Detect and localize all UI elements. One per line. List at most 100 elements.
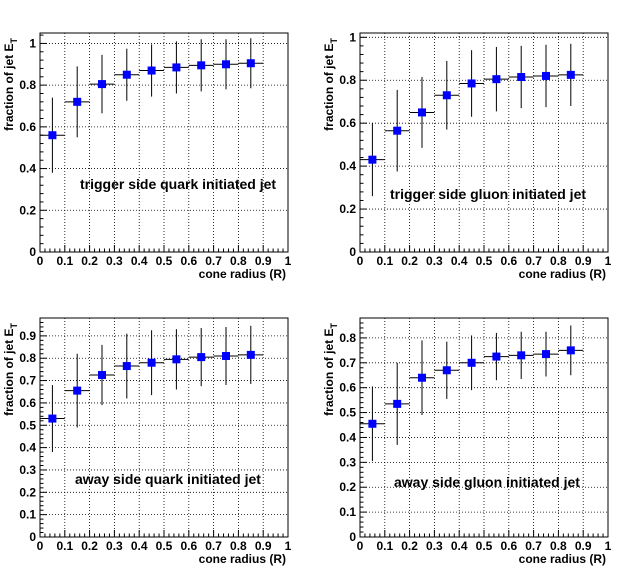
- x-tick-label: 0.9: [575, 254, 592, 268]
- y-tick-label: 0.4: [339, 430, 356, 444]
- y-tick-label: 0.4: [19, 441, 36, 455]
- y-tick-label: 0: [29, 530, 36, 544]
- y-axis-title-main: fraction of jet E: [2, 44, 16, 131]
- x-axis-title: cone radius (R): [199, 552, 286, 566]
- x-tick-label: 0.2: [81, 539, 98, 553]
- chart-annotation: trigger side quark initiated jet: [80, 176, 276, 192]
- x-tick-label: 0.3: [106, 539, 123, 553]
- y-tick-label: 0.9: [19, 329, 36, 343]
- x-axis-title: cone radius (R): [519, 267, 606, 281]
- y-tick-label: 0.4: [19, 162, 36, 176]
- y-tick-label: 0.7: [19, 374, 36, 388]
- y-tick-label: 0.2: [19, 203, 36, 217]
- data-point: [517, 73, 526, 82]
- x-tick-label: 1: [285, 539, 292, 553]
- x-axis-title: cone radius (R): [199, 267, 286, 281]
- data-point: [368, 155, 377, 164]
- data-point: [368, 419, 377, 428]
- data-point: [442, 91, 451, 100]
- x-tick-label: 0.7: [205, 539, 222, 553]
- y-axis-title-main: fraction of jet E: [2, 329, 16, 416]
- y-tick-label: 0.3: [19, 463, 36, 477]
- chart-annotation: away side gluon initiated jet: [394, 474, 580, 490]
- y-tick-label: 0: [349, 530, 356, 544]
- x-tick-label: 0.1: [56, 539, 73, 553]
- x-tick-label: 0.9: [575, 539, 592, 553]
- data-point: [222, 60, 230, 69]
- data-point: [467, 358, 476, 367]
- x-tick-label: 0.4: [451, 539, 468, 553]
- chart-panel-2: 0 0.1 0.2 0.3 0.4 0.5 0.6 0.7 0.8 0.9 1 0 0.2 0.4 0.6 0…: [322, 30, 612, 281]
- x-tick-label: 0.4: [451, 254, 468, 268]
- y-axis-title-main: fraction of jet E: [322, 44, 336, 131]
- data-point: [197, 353, 206, 362]
- data-point: [197, 61, 206, 70]
- y-tick-label: 0.1: [339, 505, 356, 519]
- y-tick-label: 0.2: [339, 202, 356, 216]
- x-tick-label: 0.5: [476, 539, 493, 553]
- x-tick-label: 0.1: [376, 539, 393, 553]
- data-point: [48, 414, 57, 423]
- chart-annotation: trigger side gluon initiated jet: [390, 186, 586, 202]
- y-tick-label: 0.8: [339, 73, 356, 87]
- x-tick-label: 0: [37, 539, 44, 553]
- y-axis-title: fraction of jet ET: [322, 38, 339, 131]
- x-tick-label: 0: [357, 254, 364, 268]
- y-tick-label: 0.6: [19, 396, 36, 410]
- y-tick-label: 0.8: [19, 351, 36, 365]
- y-tick-label: 0.5: [19, 418, 36, 432]
- y-axis-title-subscript: T: [329, 323, 339, 329]
- y-tick-label: 0: [29, 245, 36, 259]
- y-tick-label: 0.1: [19, 508, 36, 522]
- x-tick-label: 1: [605, 539, 612, 553]
- data-point: [393, 126, 402, 135]
- x-tick-label: 0.4: [131, 539, 148, 553]
- data-point: [492, 75, 501, 84]
- x-tick-label: 0: [37, 254, 44, 268]
- y-tick-label: 0.5: [339, 406, 356, 420]
- data-point: [122, 70, 131, 79]
- x-tick-label: 0.8: [230, 254, 247, 268]
- x-tick-label: 0.9: [255, 539, 272, 553]
- x-tick-label: 0.9: [255, 254, 272, 268]
- x-tick-label: 0.6: [180, 254, 197, 268]
- x-tick-label: 0.1: [56, 254, 73, 268]
- x-tick-label: 0.8: [230, 539, 247, 553]
- data-point: [542, 71, 550, 80]
- x-tick-label: 0.3: [426, 254, 443, 268]
- y-tick-label: 0.6: [19, 120, 36, 134]
- chart-panel-3: 0 0.1 0.2 0.3 0.4 0.5 0.6 0.7 0.8 0.9 1 0 0.1 0.2 0.3 0…: [2, 317, 292, 566]
- y-axis-title-subscript: T: [9, 323, 19, 329]
- y-tick-label: 1: [349, 30, 356, 44]
- data-point: [566, 346, 575, 355]
- x-tick-label: 0.5: [156, 539, 173, 553]
- y-tick-label: 0.2: [339, 480, 356, 494]
- x-tick-label: 0.7: [525, 539, 542, 553]
- data-point: [393, 399, 402, 408]
- x-tick-label: 0.6: [500, 539, 517, 553]
- data-point: [222, 351, 230, 360]
- data-point: [442, 366, 451, 375]
- data-point: [147, 66, 156, 75]
- data-point: [73, 97, 82, 106]
- data-point: [73, 386, 82, 395]
- y-tick-label: 0: [349, 245, 356, 259]
- x-tick-label: 0.8: [550, 539, 567, 553]
- y-tick-label: 0.8: [339, 331, 356, 345]
- x-tick-label: 0.1: [376, 254, 393, 268]
- y-tick-label: 1: [29, 36, 36, 50]
- data-point: [48, 131, 57, 140]
- y-tick-label: 0.6: [339, 116, 356, 130]
- y-tick-label: 0.2: [19, 485, 36, 499]
- data-point: [467, 79, 476, 88]
- x-tick-label: 0.3: [426, 539, 443, 553]
- y-axis-title-main: fraction of jet E: [322, 329, 336, 416]
- x-tick-label: 0.7: [525, 254, 542, 268]
- x-tick-label: 0.3: [106, 254, 123, 268]
- y-tick-label: 0.3: [339, 455, 356, 469]
- data-point: [147, 358, 156, 367]
- x-axis-title: cone radius (R): [519, 552, 606, 566]
- y-tick-label: 0.6: [339, 381, 356, 395]
- y-tick-label: 0.7: [339, 356, 356, 370]
